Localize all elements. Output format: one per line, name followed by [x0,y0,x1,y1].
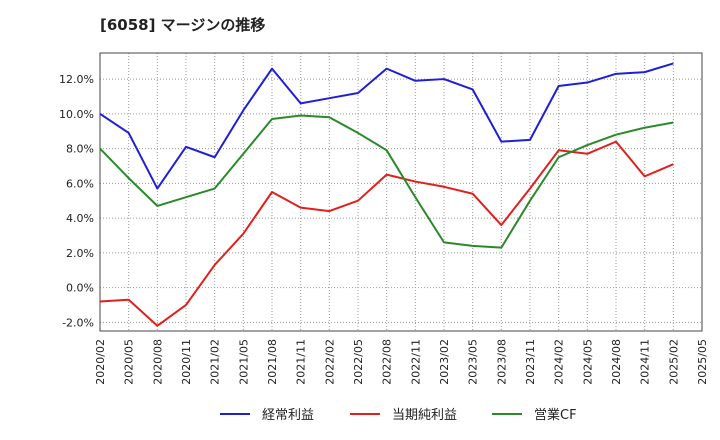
y-tick-label: -2.0% [62,316,94,329]
legend-label: 営業CF [534,407,577,423]
x-tick-label: 2022/11 [409,339,422,385]
x-tick-label: 2021/08 [266,339,279,385]
x-tick-label: 2021/05 [237,339,250,385]
x-tick-label: 2023/05 [467,339,480,385]
x-tick-label: 2020/08 [151,339,164,385]
legend: 経常利益 当期純利益 営業CF [220,407,577,423]
x-tick-label: 2024/11 [639,339,652,385]
y-tick-label: 10.0% [59,108,94,121]
y-tick-label: 2.0% [66,247,94,260]
x-tick-label: 2020/05 [123,339,136,385]
series-line [99,114,674,249]
y-tick-label: 8.0% [66,143,94,156]
series-line [99,140,674,327]
y-tick-label: 12.0% [59,73,94,86]
x-tick-label: 2023/11 [524,339,537,385]
x-tick-label: 2024/08 [610,339,623,385]
x-tick-label: 2023/02 [438,339,451,385]
x-tick-label: 2024/05 [581,339,594,385]
x-axis-ticks: 2020/02 2020/05 2020/08 2020/11 2021/02 2021/… [94,339,709,385]
series-line [99,62,674,190]
x-tick-label: 2024/02 [553,339,566,385]
y-tick-label: 0.0% [66,282,94,295]
x-tick-label: 2025/02 [667,339,680,385]
x-tick-label: 2022/08 [381,339,394,385]
x-tick-label: 2025/05 [696,339,709,385]
y-axis-ticks: -2.0% 0.0% 2.0% 4.0% 6.0% 8.0% 10.0% 12.0% [59,73,94,329]
x-tick-label: 2021/11 [295,339,308,385]
x-tick-label: 2020/11 [180,339,193,385]
grid-lines [100,53,702,331]
x-tick-label: 2021/02 [209,339,222,385]
series-lines [99,62,674,327]
legend-label: 経常利益 [262,408,314,423]
plot-area-frame [99,52,703,332]
y-tick-label: 4.0% [66,212,94,225]
x-tick-label: 2022/02 [323,339,336,385]
legend-label: 当期純利益 [392,408,457,423]
x-tick-label: 2022/05 [352,339,365,385]
y-tick-label: 6.0% [66,177,94,190]
chart-title: [6058] マージンの推移 [100,16,266,34]
x-tick-label: 2020/02 [94,339,107,385]
x-tick-label: 2023/08 [495,339,508,385]
